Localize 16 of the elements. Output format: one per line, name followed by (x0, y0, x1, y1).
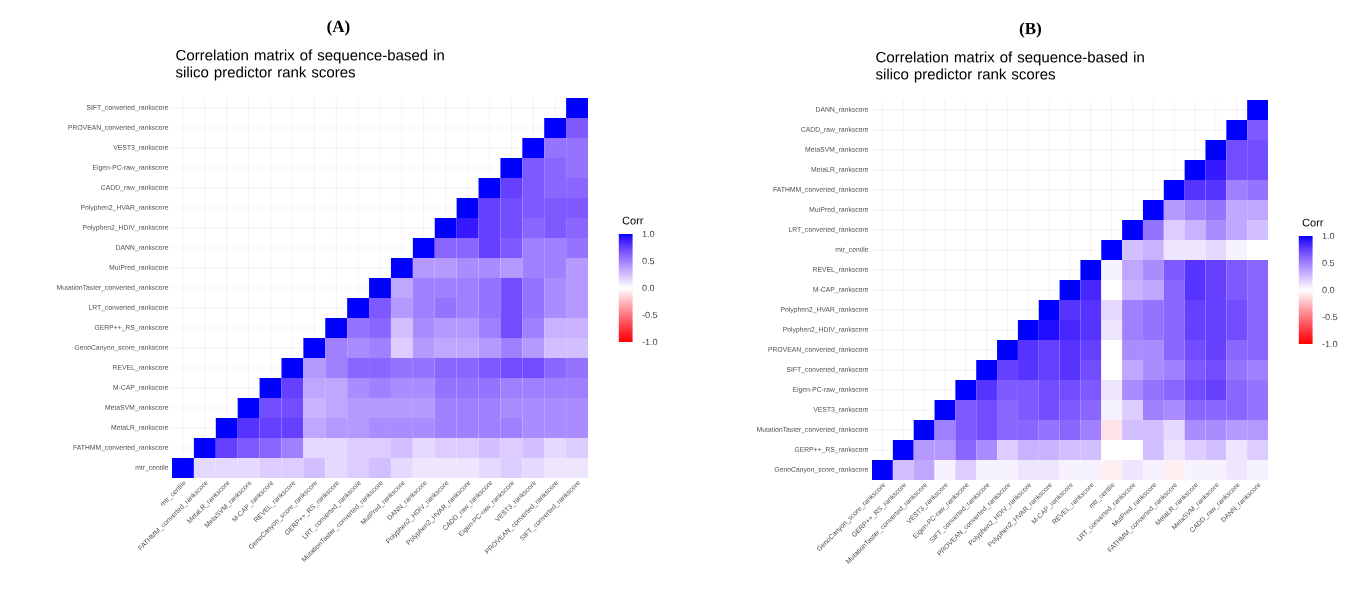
color-bar-label: -1.0 (642, 338, 658, 346)
color-bar-label: -0.5 (642, 311, 658, 319)
text: (A) (327, 20, 350, 36)
color-bar-label: 0.0 (1322, 286, 1335, 294)
chart-title: Correlation matrix of sequence-based in silico predictor rank scores (175, 49, 444, 81)
color-bar-label: -1.0 (1322, 340, 1338, 348)
color-bar-label: 0.5 (1322, 259, 1335, 267)
color-bar-title: Corr (622, 216, 644, 225)
color-bar-label: 0.0 (642, 284, 655, 292)
color-bar-label: 1.0 (1322, 232, 1335, 240)
text: (B) (1019, 22, 1041, 38)
color-bar-title: Corr (1302, 218, 1324, 227)
color-bar-label: 1.0 (642, 230, 655, 238)
color-bar-label: 0.5 (642, 257, 655, 265)
chart-title: Correlation matrix of sequence-based in silico predictor rank scores (875, 51, 1144, 83)
color-bar-label: -0.5 (1322, 313, 1338, 321)
